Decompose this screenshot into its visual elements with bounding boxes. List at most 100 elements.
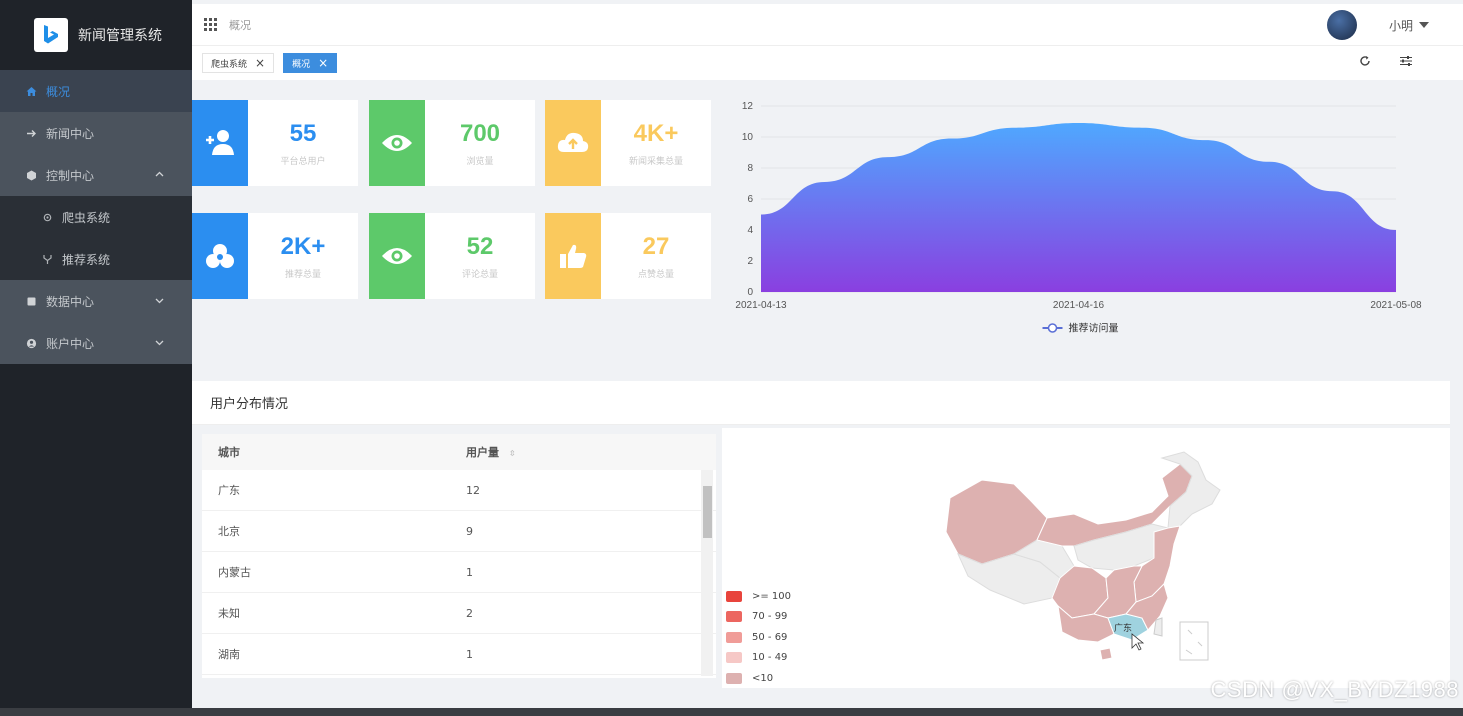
y-tick-label: 8 bbox=[747, 163, 753, 174]
legend-swatch bbox=[726, 631, 742, 643]
stat-value: 52 bbox=[466, 232, 494, 260]
sort-icon[interactable]: ⇳ bbox=[508, 449, 516, 458]
sidebar-item-label: 账户中心 bbox=[46, 336, 95, 351]
user-menu[interactable]: 小明 bbox=[1326, 10, 1429, 40]
table-row[interactable]: 湖南 1 bbox=[202, 634, 716, 675]
china-map-svg[interactable] bbox=[722, 428, 1450, 688]
user-distribution-table: 城市 用户量 ⇳ 广东 12 北京 9 内蒙古 1 未知 2 湖南 1 bbox=[202, 434, 716, 678]
arrow-right-icon bbox=[24, 126, 38, 140]
tab-label: 概况 bbox=[292, 59, 311, 70]
map-region bbox=[1160, 451, 1221, 529]
legend-item[interactable]: 10 - 49 bbox=[726, 648, 791, 669]
visits-chart: 0 2 4 6 8 10 12 2021-04-13 2021-04-16 2021-05-08… bbox=[720, 92, 1450, 360]
settings-sliders-icon[interactable] bbox=[1399, 55, 1413, 71]
sidebar-item-crawler[interactable]: 爬虫系统 bbox=[0, 196, 192, 238]
username[interactable]: 小明 bbox=[1388, 18, 1413, 33]
tabs-bar: 爬虫系统 × 概况 × bbox=[192, 46, 1463, 80]
chevron-down-icon[interactable] bbox=[155, 336, 164, 350]
cell-user-count: 1 bbox=[466, 565, 473, 579]
stat-value: 27 bbox=[642, 232, 670, 260]
circles-icon bbox=[192, 213, 248, 299]
chevron-up-icon[interactable] bbox=[155, 168, 164, 182]
legend-item[interactable]: 50 - 69 bbox=[726, 627, 791, 648]
cell-city: 未知 bbox=[218, 607, 240, 620]
column-header-user-count[interactable]: 用户量 ⇳ bbox=[452, 444, 516, 460]
sidebar-item-recommend[interactable]: 推荐系统 bbox=[0, 238, 192, 280]
breadcrumb: 概况 bbox=[229, 18, 251, 32]
scrollbar-thumb[interactable] bbox=[703, 486, 712, 538]
sidebar-item-news-center[interactable]: 新闻中心 bbox=[0, 112, 192, 154]
user-circle-icon bbox=[24, 336, 38, 350]
sidebar-item-data-center[interactable]: 数据中心 bbox=[0, 280, 192, 322]
cell-user-count: 12 bbox=[466, 483, 480, 497]
logo-icon bbox=[34, 18, 68, 52]
map-inset-box bbox=[1179, 621, 1209, 661]
china-map: 广东 >= 100 70 - 99 50 - 69 10 - 49 <10 bbox=[722, 428, 1450, 688]
sidebar: 新闻管理系统 概况 新闻中心 控制中心 bbox=[0, 0, 192, 716]
sidebar-item-label: 数据中心 bbox=[46, 294, 95, 309]
legend-item[interactable]: 70 - 99 bbox=[726, 607, 791, 628]
legend-label[interactable]: 推荐访问量 bbox=[1069, 322, 1119, 335]
table-row[interactable]: 北京 9 bbox=[202, 511, 716, 552]
pointer-cursor-icon bbox=[1131, 633, 1145, 651]
close-icon[interactable]: × bbox=[255, 56, 266, 70]
eye-icon bbox=[369, 100, 425, 186]
legend-swatch bbox=[726, 672, 742, 684]
legend-swatch bbox=[726, 590, 742, 602]
tab-overview[interactable]: 概况 × bbox=[283, 53, 338, 73]
y-tick-label: 10 bbox=[742, 132, 754, 143]
table-row[interactable]: 广东 12 bbox=[202, 470, 716, 511]
chevron-down-icon[interactable] bbox=[155, 294, 164, 308]
close-icon[interactable]: × bbox=[318, 56, 329, 70]
table-row[interactable]: 内蒙古 1 bbox=[202, 552, 716, 593]
legend-label: >= 100 bbox=[752, 590, 792, 602]
table-row[interactable]: 未知 2 bbox=[202, 593, 716, 634]
map-tooltip-label: 广东 bbox=[1114, 624, 1133, 634]
distribution-title: 用户分布情况 bbox=[210, 397, 289, 412]
map-region bbox=[1099, 647, 1113, 661]
section-title: 用户分布情况 bbox=[192, 381, 1450, 425]
map-inset-islands bbox=[1185, 629, 1203, 655]
stat-value: 4K+ bbox=[633, 119, 679, 147]
brand[interactable]: 新闻管理系统 bbox=[0, 0, 192, 70]
series-area[interactable] bbox=[761, 123, 1396, 292]
avatar[interactable] bbox=[1326, 10, 1357, 40]
y-tick-label: 0 bbox=[747, 287, 753, 298]
y-tick-label: 12 bbox=[742, 101, 754, 112]
stat-label: 评论总量 bbox=[461, 269, 498, 280]
stat-card-total-users: 55 平台总用户 bbox=[192, 100, 358, 186]
stat-card-comments: 52 评论总量 bbox=[369, 213, 535, 299]
cell-user-count: 9 bbox=[466, 524, 473, 538]
sidebar-item-overview[interactable]: 概况 bbox=[0, 70, 192, 112]
cell-user-count: 2 bbox=[466, 606, 473, 620]
map-region bbox=[1125, 583, 1169, 631]
x-tick-label: 2021-05-08 bbox=[1370, 300, 1422, 311]
map-region bbox=[1153, 617, 1163, 637]
column-header-label: 用户量 bbox=[466, 446, 499, 459]
sidebar-item-control-center[interactable]: 控制中心 bbox=[0, 154, 192, 196]
stat-label: 点赞总量 bbox=[637, 269, 674, 280]
table-scrollbar[interactable] bbox=[701, 470, 713, 676]
stat-label: 浏览量 bbox=[466, 156, 494, 167]
table-header: 城市 用户量 ⇳ bbox=[202, 434, 716, 470]
refresh-icon[interactable] bbox=[1359, 55, 1371, 71]
hexagon-icon bbox=[24, 168, 38, 182]
sidebar-item-label: 爬虫系统 bbox=[62, 210, 111, 225]
branch-icon bbox=[40, 252, 54, 266]
legend-item[interactable]: <10 bbox=[726, 668, 791, 689]
sidebar-item-account-center[interactable]: 账户中心 bbox=[0, 322, 192, 364]
stat-card-likes: 27 点赞总量 bbox=[545, 213, 711, 299]
stat-value: 55 bbox=[289, 119, 317, 147]
y-tick-label: 6 bbox=[747, 194, 753, 205]
sidebar-item-label: 概况 bbox=[46, 84, 71, 99]
caret-down-icon[interactable] bbox=[1419, 22, 1429, 28]
bottom-band bbox=[0, 708, 1463, 716]
legend-item[interactable]: >= 100 bbox=[726, 586, 791, 607]
legend-label: 50 - 69 bbox=[752, 631, 788, 643]
cell-city: 湖南 bbox=[218, 648, 240, 661]
tab-crawler[interactable]: 爬虫系统 × bbox=[202, 53, 275, 73]
apps-grid-icon[interactable] bbox=[204, 18, 217, 31]
map-legend: >= 100 70 - 99 50 - 69 10 - 49 <10 bbox=[726, 586, 791, 689]
legend-label: 70 - 99 bbox=[752, 611, 788, 623]
legend-marker[interactable] bbox=[1047, 323, 1058, 333]
